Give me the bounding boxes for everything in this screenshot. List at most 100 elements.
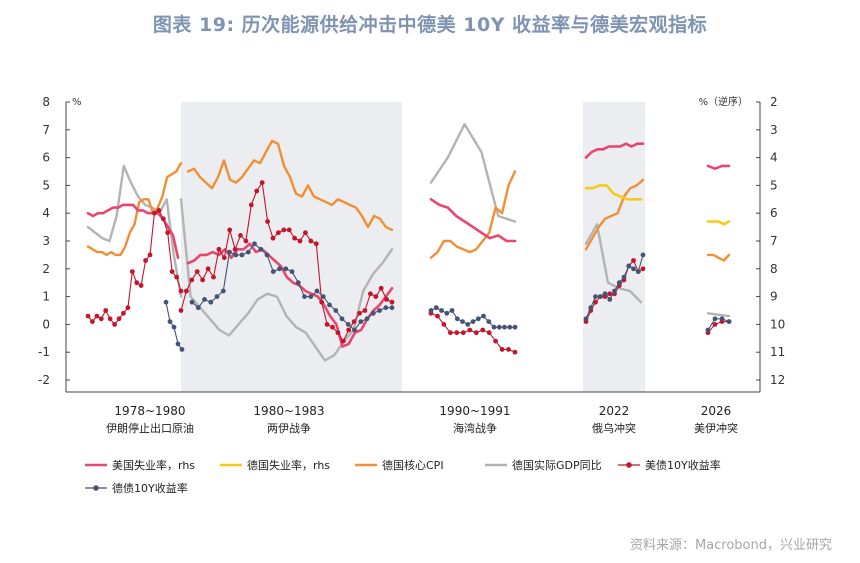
data-point-us-10y [292, 235, 297, 241]
data-point-us-10y [112, 322, 117, 327]
data-point-us-10y [143, 258, 149, 263]
data-point-us-10y [116, 316, 122, 322]
data-point-us-10y [593, 299, 598, 305]
data-point-us-10y [303, 230, 308, 236]
data-point-us-10y [493, 338, 498, 344]
episode-band [181, 102, 402, 392]
data-point-us-10y [357, 310, 362, 316]
data-point-us-10y [297, 238, 303, 244]
data-point-de-10y [175, 341, 181, 347]
left-tick-label: 4 [42, 206, 50, 220]
data-point-de-10y [640, 252, 646, 258]
episode-bands [181, 102, 645, 392]
right-tick-label: 4 [770, 151, 778, 165]
data-point-de-10y [465, 322, 471, 327]
right-tick-label: 3 [770, 123, 778, 137]
data-point-de-10y [486, 319, 492, 324]
data-point-us-10y [448, 330, 453, 336]
data-point-de-10y [449, 308, 455, 313]
series-line-de-unemp [706, 220, 731, 226]
series-line-us-unemp [584, 142, 645, 159]
data-point-de-10y [208, 299, 214, 305]
data-point-us-10y [324, 322, 330, 327]
data-point-us-10y [441, 322, 447, 327]
data-point-us-10y [121, 310, 126, 316]
data-point-us-10y [90, 319, 95, 324]
data-point-us-10y [194, 269, 200, 274]
series-line-us-10y [430, 312, 516, 353]
legend-label: 美债10Y收益率 [645, 458, 721, 472]
series-line-de-cpi [429, 170, 517, 259]
data-point-us-10y [178, 288, 184, 294]
legend-marker [626, 462, 632, 468]
data-point-de-10y [258, 246, 264, 252]
data-point-us-10y [200, 277, 206, 283]
data-point-de-10y [358, 319, 364, 324]
data-point-de-10y [370, 310, 376, 316]
data-point-de-10y [163, 299, 169, 305]
data-point-us-10y [147, 252, 153, 258]
data-point-de-10y [507, 324, 513, 330]
episode-label: 美伊冲突 [694, 421, 738, 435]
data-point-de-10y [227, 249, 232, 255]
right-tick-label: 12 [770, 373, 785, 387]
data-point-de-10y [389, 305, 395, 311]
data-point-de-10y [470, 319, 476, 324]
data-point-us-10y [227, 227, 233, 233]
data-point-us-10y [286, 227, 292, 233]
data-point-us-10y [178, 308, 184, 313]
data-point-us-10y [232, 246, 238, 252]
data-point-us-10y [216, 246, 222, 252]
data-point-de-10y [352, 327, 357, 333]
series-line-de-gdp [706, 312, 731, 318]
right-tick-label: 8 [770, 262, 778, 276]
data-point-de-10y [377, 308, 382, 313]
data-point-de-10y [439, 308, 444, 313]
data-point-us-10y [259, 180, 265, 186]
data-point-de-10y [308, 294, 314, 299]
right-tick-label: 7 [770, 234, 778, 248]
data-point-us-10y [138, 283, 144, 288]
data-point-de-10y [214, 294, 220, 299]
left-tick-label: 5 [42, 178, 50, 192]
data-point-us-10y [460, 330, 466, 336]
data-point-de-10y [289, 269, 295, 274]
data-point-us-10y [506, 347, 511, 352]
episode-years: 1978~1980 [114, 404, 185, 418]
data-point-de-10y [195, 305, 201, 311]
series-line-us-unemp [429, 198, 517, 243]
data-point-de-10y [320, 294, 326, 299]
data-point-us-10y [248, 202, 254, 208]
episode-labels: 1978~1980 伊朗停止出口原油 1980~1983 两伊战争 1990~1991 海… [106, 404, 738, 435]
series-line-us-unemp [186, 242, 394, 348]
data-point-de-10y [454, 316, 460, 322]
episode-label: 两伊战争 [267, 421, 311, 435]
data-point-us-10y [276, 230, 281, 236]
data-point-us-10y [103, 308, 109, 313]
data-point-de-10y [593, 294, 598, 299]
data-point-de-10y [333, 308, 339, 313]
data-point-de-10y [602, 291, 608, 297]
legend-marker [93, 485, 99, 491]
data-point-us-10y [134, 280, 140, 286]
left-tick-label: 0 [42, 317, 50, 331]
data-point-us-10y [129, 269, 135, 274]
data-point-us-10y [330, 324, 335, 330]
data-point-us-10y [238, 233, 243, 238]
data-point-de-10y [270, 269, 276, 274]
series-line-us-10y [707, 321, 730, 334]
legend-label: 德国实际GDP同比 [512, 458, 602, 472]
data-point-us-10y [308, 238, 314, 244]
data-point-de-10y [264, 252, 270, 258]
data-point-de-10y [621, 274, 627, 280]
data-point-de-10y [295, 280, 301, 286]
data-point-de-10y [475, 316, 481, 322]
data-point-de-10y [512, 324, 518, 330]
data-point-us-10y [313, 241, 319, 247]
data-point-de-10y [597, 294, 603, 299]
data-point-de-10y [245, 249, 251, 255]
right-unit-label: %（逆序） [698, 95, 748, 108]
data-point-de-10y [239, 252, 245, 258]
data-point-us-10y [373, 294, 379, 299]
